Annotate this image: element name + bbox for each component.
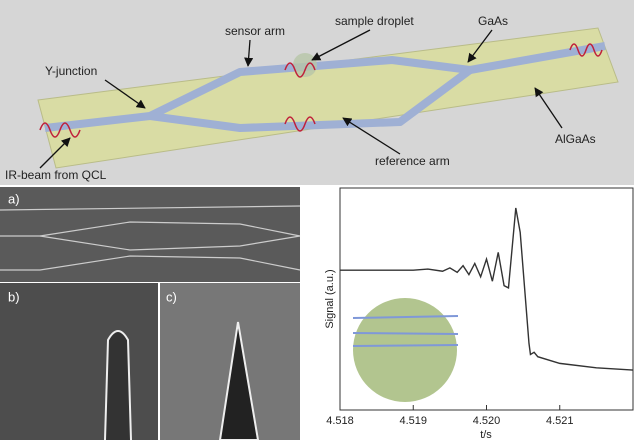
sem-a — [0, 187, 300, 282]
x-tick-label: 4.521 — [546, 415, 574, 427]
page: sensor arm sample droplet GaAs Y-junctio… — [0, 0, 634, 440]
x-tick-label: 4.520 — [473, 415, 501, 427]
sem-b-tip — [105, 331, 131, 440]
x-tick-label: 4.518 — [326, 415, 354, 427]
sem-b — [0, 283, 158, 440]
label: IR-beam from QCL — [5, 168, 107, 182]
panel-label: b) — [8, 289, 20, 304]
label: Y-junction — [45, 64, 97, 78]
label: AlGaAs — [555, 132, 596, 146]
x-axis-label: t/s — [480, 429, 492, 440]
panel-label: c) — [166, 289, 177, 304]
label: sensor arm — [225, 24, 285, 38]
label: GaAs — [478, 14, 508, 28]
label: sample droplet — [335, 14, 414, 28]
panel-label: a) — [8, 191, 20, 206]
label: reference arm — [375, 154, 450, 168]
inset — [353, 298, 457, 402]
y-axis-label: Signal (a.u.) — [324, 269, 336, 328]
x-tick-label: 4.519 — [399, 415, 427, 427]
figure: sensor arm sample droplet GaAs Y-junctio… — [0, 0, 634, 440]
